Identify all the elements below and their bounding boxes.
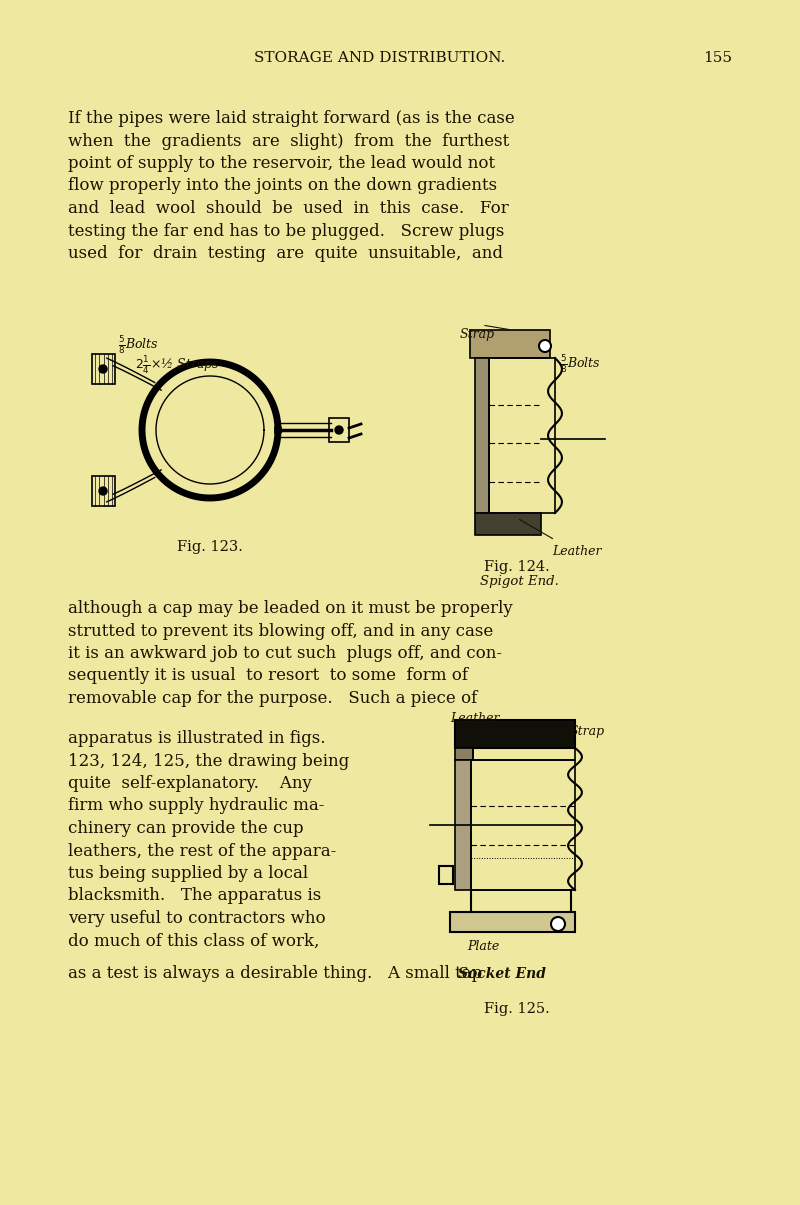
Bar bbox=[450, 912, 575, 931]
Bar bbox=[471, 890, 571, 912]
Text: sequently it is usual  to resort  to some  form of: sequently it is usual to resort to some … bbox=[68, 668, 468, 684]
Text: when  the  gradients  are  slight)  from  the  furthest: when the gradients are slight) from the … bbox=[68, 133, 510, 149]
Text: tus being supplied by a local: tus being supplied by a local bbox=[68, 865, 308, 882]
Bar bbox=[473, 748, 575, 760]
Text: apparatus is illustrated in figs.: apparatus is illustrated in figs. bbox=[68, 730, 326, 747]
Text: $\frac{5}{8}$Bolts: $\frac{5}{8}$Bolts bbox=[118, 334, 159, 355]
Text: quite  self-explanatory.    Any: quite self-explanatory. Any bbox=[68, 775, 312, 792]
Text: Spigot End.: Spigot End. bbox=[480, 575, 559, 588]
Text: it is an awkward job to cut such  plugs off, and con-: it is an awkward job to cut such plugs o… bbox=[68, 645, 502, 662]
Text: Fig. 125.: Fig. 125. bbox=[484, 1003, 550, 1016]
Text: Plate: Plate bbox=[467, 940, 499, 953]
Text: flow properly into the joints on the down gradients: flow properly into the joints on the dow… bbox=[68, 177, 497, 194]
Text: Fig. 123.: Fig. 123. bbox=[177, 540, 243, 554]
Bar bbox=[475, 513, 541, 535]
Bar bbox=[489, 358, 555, 513]
Bar bbox=[455, 748, 473, 760]
Text: Leather: Leather bbox=[552, 545, 602, 558]
Text: 155: 155 bbox=[703, 51, 733, 65]
Text: strutted to prevent its blowing off, and in any case: strutted to prevent its blowing off, and… bbox=[68, 623, 494, 640]
Text: do much of this class of work,: do much of this class of work, bbox=[68, 933, 319, 950]
Text: $\frac{5}{8}$Bolts: $\frac{5}{8}$Bolts bbox=[560, 353, 601, 375]
Bar bbox=[475, 358, 489, 513]
Bar bbox=[471, 760, 575, 890]
Text: chinery can provide the cup: chinery can provide the cup bbox=[68, 819, 304, 837]
Text: although a cap may be leaded on it must be properly: although a cap may be leaded on it must … bbox=[68, 600, 513, 617]
Text: as a test is always a desirable thing.   A small tap: as a test is always a desirable thing. A… bbox=[68, 965, 482, 982]
Circle shape bbox=[99, 487, 107, 495]
Circle shape bbox=[99, 365, 107, 374]
Text: Socket End: Socket End bbox=[458, 966, 546, 981]
Circle shape bbox=[539, 340, 551, 352]
Text: $2\frac{1}{4}$×½ Straps: $2\frac{1}{4}$×½ Straps bbox=[135, 354, 220, 376]
Circle shape bbox=[335, 427, 343, 434]
Bar bbox=[455, 760, 471, 890]
Text: firm who supply hydraulic ma-: firm who supply hydraulic ma- bbox=[68, 798, 324, 815]
Circle shape bbox=[551, 917, 565, 931]
Text: used  for  drain  testing  are  quite  unsuitable,  and: used for drain testing are quite unsuita… bbox=[68, 245, 503, 261]
Text: Strap: Strap bbox=[570, 725, 605, 737]
Bar bbox=[455, 721, 575, 748]
Bar bbox=[439, 866, 453, 884]
Text: leathers, the rest of the appara-: leathers, the rest of the appara- bbox=[68, 842, 336, 859]
Text: testing the far end has to be plugged.   Screw plugs: testing the far end has to be plugged. S… bbox=[68, 223, 504, 240]
Text: and  lead  wool  should  be  used  in  this  case.   For: and lead wool should be used in this cas… bbox=[68, 200, 509, 217]
Bar bbox=[329, 418, 349, 442]
Text: Fig. 124.: Fig. 124. bbox=[484, 560, 550, 574]
Text: Leather: Leather bbox=[450, 712, 499, 725]
Text: STORAGE AND DISTRIBUTION.: STORAGE AND DISTRIBUTION. bbox=[254, 51, 506, 65]
Text: point of supply to the reservoir, the lead would not: point of supply to the reservoir, the le… bbox=[68, 155, 495, 172]
Text: very useful to contractors who: very useful to contractors who bbox=[68, 910, 326, 927]
Text: 123, 124, 125, the drawing being: 123, 124, 125, the drawing being bbox=[68, 752, 350, 770]
Bar bbox=[470, 330, 550, 358]
Text: blacksmith.   The apparatus is: blacksmith. The apparatus is bbox=[68, 888, 322, 905]
Text: Strap: Strap bbox=[460, 328, 495, 341]
Text: If the pipes were laid straight forward (as is the case: If the pipes were laid straight forward … bbox=[68, 110, 514, 127]
Text: removable cap for the purpose.   Such a piece of: removable cap for the purpose. Such a pi… bbox=[68, 690, 478, 707]
